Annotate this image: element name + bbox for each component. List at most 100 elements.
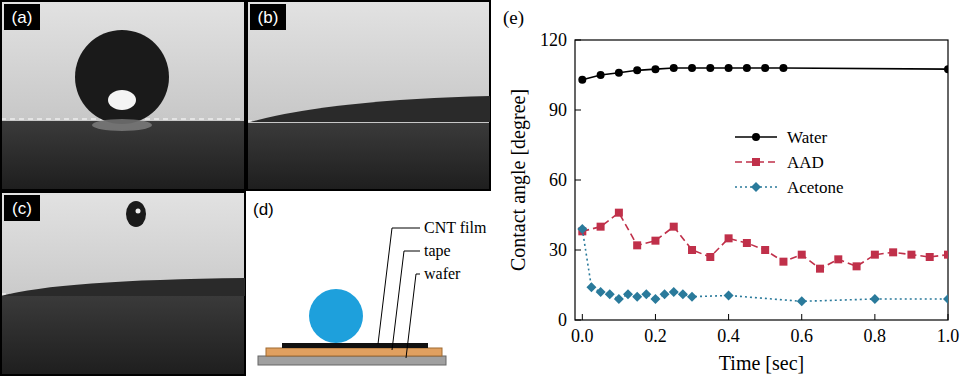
data-point [853, 262, 861, 270]
data-point [706, 253, 714, 261]
tick-label: 1.0 [937, 326, 960, 346]
tick [575, 180, 581, 181]
droplet [1, 278, 245, 296]
photo-frame [247, 1, 490, 190]
label-box [4, 4, 40, 30]
chart: (e)03060901200.00.20.40.60.81.0Time [sec… [503, 7, 959, 374]
data-point [670, 64, 678, 72]
data-point [816, 265, 824, 273]
tick [575, 250, 581, 251]
tick [874, 314, 875, 320]
data-point [678, 289, 688, 299]
cnt-film [282, 343, 428, 348]
panel-label: (c) [12, 199, 32, 218]
legend-marker [752, 158, 760, 166]
photo-frame [1, 192, 245, 375]
axis-label: Contact angle [degree] [507, 89, 530, 271]
data-point [597, 71, 605, 79]
droplet [250, 96, 490, 122]
tick [575, 320, 581, 321]
photo-panel [1, 1, 245, 190]
tick [948, 314, 949, 320]
label-box [4, 195, 40, 221]
tick-label: 90 [549, 100, 567, 120]
data-point [798, 251, 806, 259]
tick-label: 60 [549, 170, 567, 190]
tick [575, 110, 581, 111]
data-point [669, 287, 679, 297]
reflection [92, 119, 152, 131]
diagram-label: tape [424, 242, 451, 260]
data-point [633, 241, 641, 249]
plot-frame [575, 40, 948, 320]
data-point [578, 76, 586, 84]
figure: (a)(b)(c)(d)CNT filmtapewafer(e)03060901… [0, 0, 964, 376]
data-point [907, 251, 915, 259]
data-point [870, 294, 880, 304]
panel-label: (e) [503, 7, 524, 29]
diagram: (d)CNT filmtapewafer [253, 200, 487, 365]
data-point [623, 289, 633, 299]
label-box [250, 4, 286, 30]
data-point [761, 246, 769, 254]
data-point [615, 209, 623, 217]
leader-line [392, 251, 420, 350]
panel-label: (a) [12, 8, 33, 27]
tape [266, 348, 442, 356]
data-point [706, 64, 714, 72]
photo-substrate [1, 121, 245, 190]
tick [801, 314, 802, 320]
data-point [779, 64, 787, 72]
data-point [871, 251, 879, 259]
tick-label: 0.6 [790, 326, 813, 346]
tick [655, 314, 656, 320]
data-point [725, 234, 733, 242]
photo-substrate [247, 123, 490, 190]
axis-label: Time [sec] [719, 352, 804, 374]
data-point [688, 64, 696, 72]
tick [728, 314, 729, 320]
tick-label: 0.4 [717, 326, 740, 346]
droplet-highlight [108, 90, 136, 110]
tick-label: 0.0 [571, 326, 594, 346]
legend: Water AAD Acetone [735, 128, 844, 197]
panel-label: (d) [253, 200, 274, 219]
wafer [258, 356, 446, 365]
legend-marker [751, 182, 761, 192]
panel-label: (b) [258, 8, 279, 27]
tick-label: 0.8 [864, 326, 887, 346]
legend-entry: Water [787, 128, 827, 147]
droplet [309, 289, 363, 343]
data-point [577, 224, 587, 234]
leader-line [378, 228, 420, 344]
series-line [582, 229, 948, 301]
photo-panel [247, 1, 490, 190]
photo-background [1, 192, 245, 375]
photo-panel [1, 192, 245, 375]
data-point [889, 248, 897, 256]
photo-background [247, 1, 490, 190]
legend-entry: Acetone [787, 178, 844, 197]
tick-label: 30 [549, 240, 567, 260]
data-point [687, 292, 697, 302]
legend-entry: AAD [787, 153, 824, 172]
leader-line [406, 274, 420, 358]
legend-marker [752, 133, 760, 141]
data-point [660, 289, 670, 299]
data-point [614, 294, 624, 304]
data-group [577, 64, 948, 306]
tick [575, 40, 581, 41]
data-point [632, 292, 642, 302]
data-point [943, 294, 948, 304]
data-point [743, 239, 751, 247]
data-point [641, 289, 651, 299]
photo-background [1, 1, 245, 190]
photo-frame [1, 1, 245, 190]
diagram-label: CNT film [424, 219, 487, 236]
photo-substrate [1, 296, 245, 375]
data-point [834, 255, 842, 263]
data-point [743, 64, 751, 72]
data-point [725, 64, 733, 72]
data-point [651, 237, 659, 245]
data-point [688, 246, 696, 254]
